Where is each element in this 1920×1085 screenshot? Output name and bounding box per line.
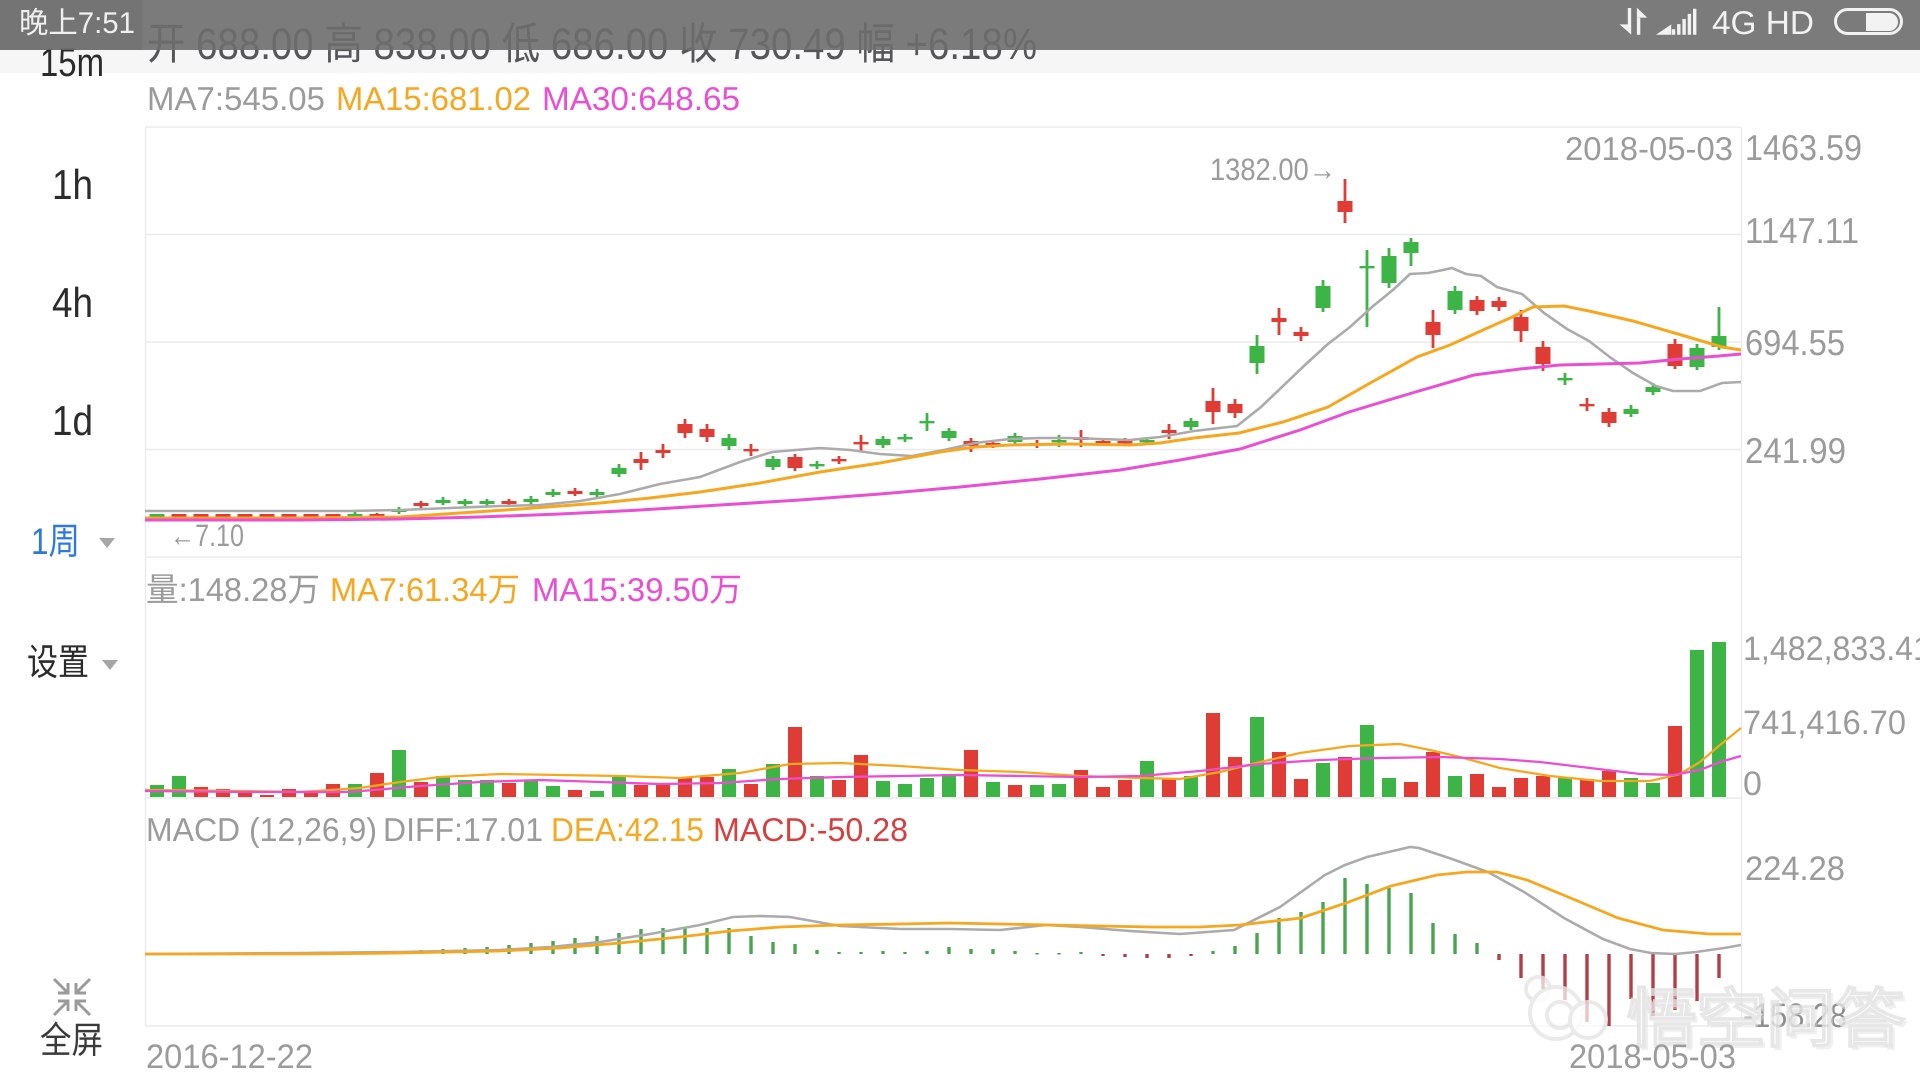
svg-text:4h: 4h <box>52 279 93 326</box>
svg-text:2018-05-03: 2018-05-03 <box>1569 1038 1736 1076</box>
svg-text:2018-05-03: 2018-05-03 <box>1565 130 1733 167</box>
svg-text:MA15:39.50万: MA15:39.50万 <box>532 571 742 608</box>
svg-text:MA7:545.05: MA7:545.05 <box>147 80 325 117</box>
svg-text:1147.11: 1147.11 <box>1745 210 1859 251</box>
svg-text:2016-12-22: 2016-12-22 <box>146 1038 313 1076</box>
svg-text:4G HD: 4G HD <box>1712 4 1814 41</box>
svg-text:1d: 1d <box>52 397 93 444</box>
svg-text:694.55: 694.55 <box>1745 322 1845 363</box>
svg-text:1,482,833.41: 1,482,833.41 <box>1743 630 1920 668</box>
svg-text:MA7:61.34万: MA7:61.34万 <box>330 571 520 608</box>
svg-text:-158.28: -158.28 <box>1743 997 1847 1035</box>
svg-text:全屏: 全屏 <box>40 1020 103 1061</box>
svg-text:设置: 设置 <box>27 642 89 683</box>
svg-text:1周: 1周 <box>31 521 80 562</box>
svg-text:MA30:648.65: MA30:648.65 <box>542 80 740 117</box>
svg-text:DIFF:17.01: DIFF:17.01 <box>383 811 543 848</box>
svg-text:1382.00→: 1382.00→ <box>1210 152 1336 187</box>
svg-text:1463.59: 1463.59 <box>1745 127 1862 168</box>
svg-text:晚上7:51: 晚上7:51 <box>19 7 135 40</box>
svg-text:0: 0 <box>1743 765 1762 803</box>
svg-text:悟空问答: 悟空问答 <box>1627 983 1906 1055</box>
svg-text:241.99: 241.99 <box>1745 430 1846 471</box>
svg-text:悟空问答: 悟空问答 <box>1630 986 1909 1058</box>
svg-text:MACD (12,26,9): MACD (12,26,9) <box>146 811 377 848</box>
svg-text:MACD:-50.28: MACD:-50.28 <box>713 811 908 848</box>
svg-text:224.28: 224.28 <box>1745 850 1845 888</box>
svg-text:量:148.28万: 量:148.28万 <box>146 571 320 608</box>
svg-text:DEA:42.15: DEA:42.15 <box>551 811 704 848</box>
svg-text:741,416.70: 741,416.70 <box>1743 704 1906 742</box>
svg-text:MA15:681.02: MA15:681.02 <box>336 80 531 117</box>
svg-text:1h: 1h <box>52 161 93 208</box>
svg-text:←7.10: ←7.10 <box>170 518 244 553</box>
